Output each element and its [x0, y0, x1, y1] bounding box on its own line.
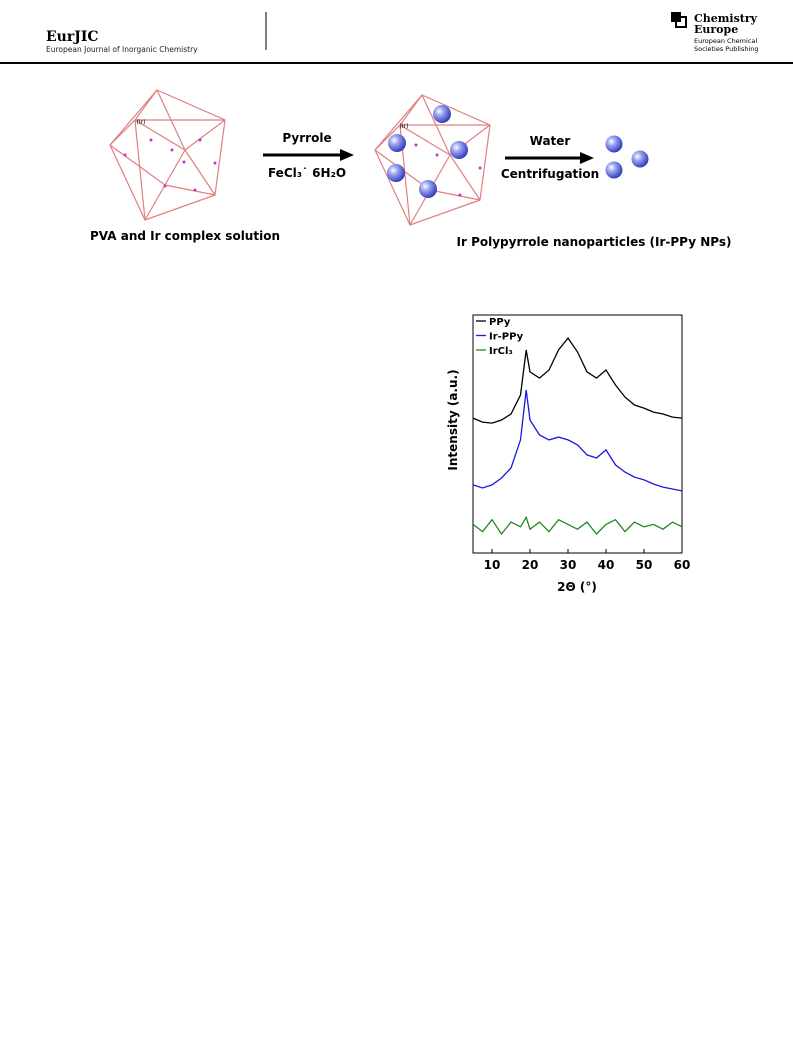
legend-label: Ir-PPy [489, 332, 524, 343]
dot [414, 143, 418, 147]
dot [170, 148, 174, 152]
journal-full-name: European Journal of Inorganic Chemistry [46, 45, 198, 54]
nanoparticle [419, 180, 437, 198]
legend-label: PPy [489, 317, 511, 328]
polyhedron [109, 89, 226, 221]
nanoparticle [387, 164, 405, 182]
dot [458, 193, 462, 197]
x-tick-label: 50 [636, 558, 653, 572]
complex-label: (Ir) [137, 119, 146, 126]
series-line [472, 337, 683, 424]
arrow-head [340, 149, 354, 161]
publisher-name: Chemistry [694, 12, 758, 25]
edge [109, 89, 226, 221]
polyhedron [374, 94, 491, 226]
x-tick-label: 10 [484, 558, 501, 572]
nanoparticle [605, 135, 623, 153]
x-tick-label: 30 [560, 558, 577, 572]
x-axis-label: 2Θ (°) [557, 580, 597, 594]
nanoparticle [433, 105, 451, 123]
edge [109, 89, 226, 221]
dot [213, 161, 217, 165]
scheme-label: Ir Polypyrrole nanoparticles (Ir-PPy NPs… [457, 235, 732, 249]
x-tick-label: 20 [522, 558, 539, 572]
dot [478, 166, 482, 170]
edge [374, 94, 491, 226]
arrow-head [580, 152, 594, 164]
complex-label: (Ir) [400, 123, 409, 130]
dot [163, 184, 167, 188]
condition: Centrifugation [501, 167, 599, 181]
dot [182, 160, 186, 164]
nanoparticle [631, 150, 649, 168]
publisher-sub: European Chemical [694, 37, 757, 45]
legend-label: IrCl₃ [489, 346, 513, 357]
nanoparticle [450, 141, 468, 159]
publisher-logo [671, 12, 687, 28]
x-tick-label: 40 [598, 558, 615, 572]
x-tick-label: 60 [674, 558, 691, 572]
condition: FeCl₃˙ 6H₂O [268, 166, 346, 180]
logo-square [675, 16, 687, 28]
nanoparticle [605, 161, 623, 179]
publisher-name: Europe [694, 23, 738, 36]
scheme-label: PVA and Ir complex solution [90, 229, 280, 243]
dot [435, 153, 439, 157]
dot [193, 188, 197, 192]
reagent: Water [530, 134, 571, 148]
y-axis-label: Intensity (a.u.) [446, 369, 460, 470]
series-line [472, 515, 683, 536]
reagent: Pyrrole [282, 131, 331, 145]
edge [374, 94, 491, 226]
dot [149, 138, 153, 142]
dot [123, 153, 127, 157]
xrd-chart: 2Θ (°) Intensity (a.u.) 10 20 30 40 50 60 PPy I… [446, 314, 691, 594]
publisher-sub: Societies Publishing [694, 45, 759, 53]
plot-frame [472, 314, 683, 554]
series-line [472, 389, 683, 492]
nanoparticle [388, 134, 406, 152]
journal-name: EurJIC [46, 29, 99, 45]
dot [198, 138, 202, 142]
